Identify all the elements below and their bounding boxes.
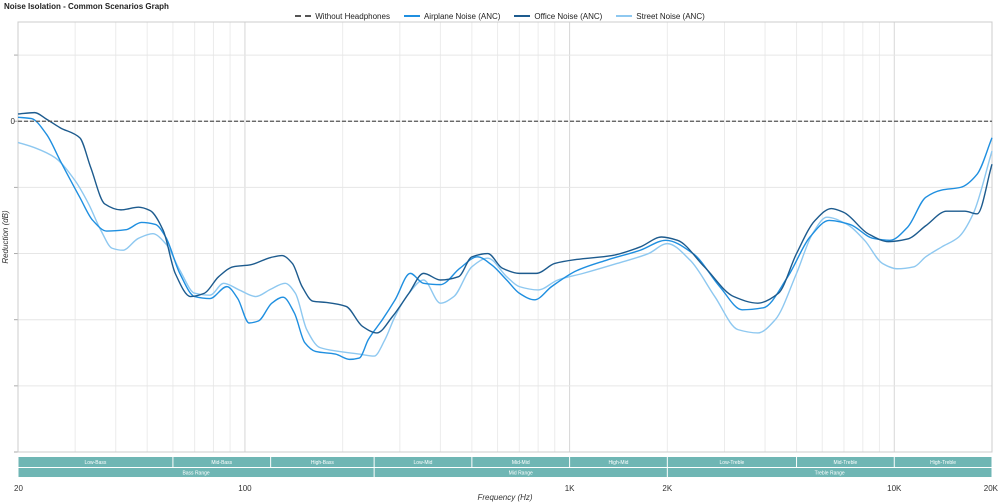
band-top-box: [570, 457, 667, 467]
series-line-street-noise-anc: [17, 141, 993, 357]
legend-item-street-noise[interactable]: Street Noise (ANC): [616, 11, 705, 21]
legend-label: Without Headphones: [315, 11, 390, 21]
band-top-label: High-Treble: [930, 460, 956, 466]
legend-item-without-headphones[interactable]: Without Headphones: [295, 12, 390, 21]
x-tick-label: 100: [238, 484, 252, 493]
x-axis-label: Frequency (Hz): [477, 493, 532, 502]
band-bottom-box: [374, 468, 667, 477]
x-tick-label: 1K: [565, 484, 575, 493]
band-top-box: [797, 457, 894, 467]
legend-swatch: [616, 15, 633, 17]
band-top-label: Low-Mid: [414, 460, 433, 466]
band-bottom-label: Mid Range: [509, 471, 533, 477]
band-top-box: [18, 457, 173, 467]
x-tick-label: 2K: [662, 484, 672, 493]
band-bottom-box: [18, 468, 374, 477]
band-top-label: Mid-Treble: [834, 460, 858, 466]
band-top-label: Low-Bass: [84, 460, 106, 466]
band-bottom-label: Treble Range: [815, 471, 845, 477]
plot-frame: [17, 21, 993, 453]
band-top-label: High-Mid: [608, 460, 628, 466]
y-axis-label: Reduction (dB): [1, 210, 10, 264]
band-top-box: [667, 457, 797, 467]
legend-label: Office Noise (ANC): [534, 11, 603, 21]
frequency-band-layer: Low-Bass Mid-Bass High-Bass Low-Mid Mid-Mid H…: [18, 457, 992, 477]
band-bottom-label: Bass Range: [182, 471, 209, 477]
legend-swatch-dashed: [295, 15, 312, 17]
grid-layer: [14, 21, 993, 453]
band-top-box: [271, 457, 374, 467]
legend-item-airplane-noise[interactable]: Airplane Noise (ANC): [403, 11, 501, 21]
band-top-box: [173, 457, 271, 467]
legend-item-office-noise[interactable]: Office Noise (ANC): [514, 12, 602, 21]
legend-label: Airplane Noise (ANC): [423, 11, 501, 21]
band-top-box: [894, 457, 992, 467]
band-top-label: Mid-Mid: [512, 460, 530, 466]
band-top-label: High-Bass: [311, 460, 335, 466]
chart-legend: Without Headphones Airplane Noise (ANC) …: [0, 9, 1000, 23]
band-top-box: [374, 457, 472, 467]
band-top-box: [472, 457, 570, 467]
x-tick-label: 20K: [984, 484, 999, 493]
band-top-label: Low-Treble: [720, 460, 745, 466]
x-tick-label: 20: [14, 484, 23, 493]
band-bottom-box: [667, 468, 992, 477]
legend-swatch: [403, 15, 420, 17]
x-tick-label: 10K: [887, 484, 902, 493]
series-layer: [17, 111, 993, 361]
y-tick-label: 0: [11, 117, 16, 126]
chart-title: Noise Isolation - Common Scenarios Graph: [4, 2, 169, 11]
axis-layer: 20 100 1K 2K 10K 20K 0 Frequency (Hz) Reduction …: [1, 117, 999, 502]
series-line-airplane-noise-anc: [17, 116, 993, 361]
legend-label: Street Noise (ANC): [636, 11, 705, 21]
band-top-label: Mid-Bass: [211, 460, 232, 466]
legend-swatch: [514, 15, 531, 17]
series-line-office-noise-anc: [17, 111, 993, 334]
